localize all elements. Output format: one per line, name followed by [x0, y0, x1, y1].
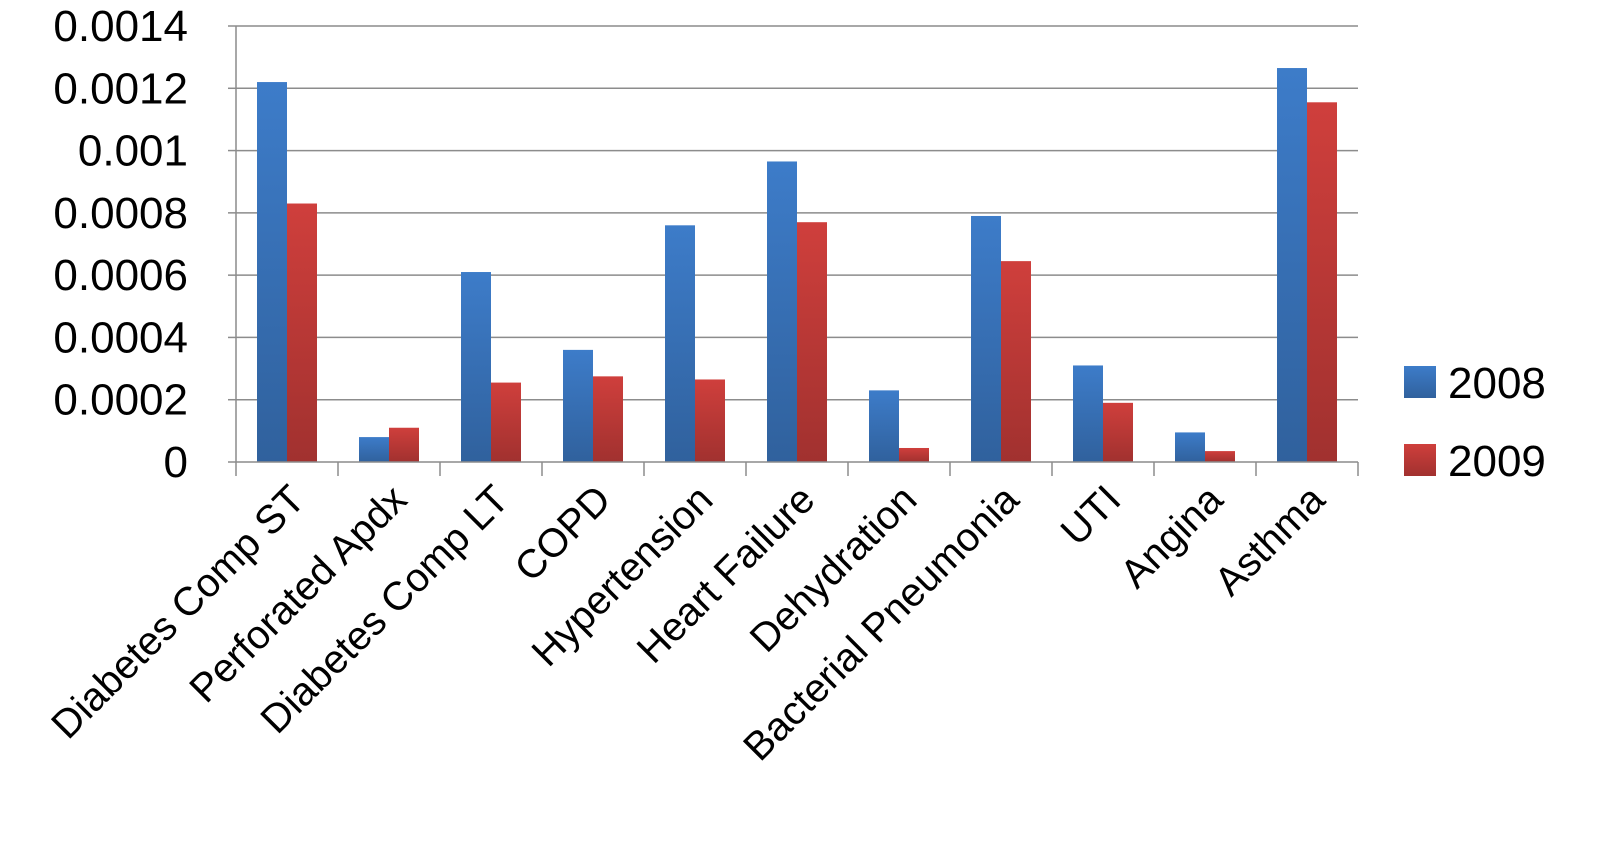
axes [228, 25, 1359, 476]
x-category-label: Hypertension [524, 477, 722, 675]
bar-2009-3 [593, 376, 623, 462]
legend-label: 2008 [1448, 359, 1546, 408]
bar-2008-5 [767, 161, 797, 462]
legend-swatch-2008 [1404, 366, 1436, 398]
bar-2009-1 [389, 427, 419, 462]
bar-2009-8 [1103, 402, 1133, 462]
y-tick-label: 0.0014 [53, 2, 188, 51]
bar-2009-7 [1001, 261, 1031, 462]
bar-2009-0 [287, 203, 317, 462]
y-tick-label: 0.0004 [53, 313, 188, 362]
bar-2008-10 [1277, 68, 1307, 463]
x-category-label: UTI [1053, 477, 1130, 554]
bars [257, 68, 1337, 463]
bar-2008-6 [869, 390, 899, 462]
bar-2008-2 [461, 272, 491, 462]
x-category-label: Asthma [1206, 477, 1334, 605]
y-tick-label: 0.0012 [53, 64, 188, 113]
bar-2009-6 [899, 447, 929, 462]
bar-2009-5 [797, 222, 827, 462]
legend-label: 2009 [1448, 437, 1546, 486]
y-tick-label: 0 [164, 438, 188, 487]
bar-2008-3 [563, 349, 593, 462]
bar-2009-9 [1205, 451, 1235, 462]
bar-2008-1 [359, 437, 389, 462]
bar-2008-8 [1073, 365, 1103, 462]
x-category-label: Heart Failure [629, 477, 824, 672]
y-tick-label: 0.0006 [53, 251, 188, 300]
bar-2008-7 [971, 215, 1001, 462]
bar-2009-10 [1307, 102, 1337, 463]
y-tick-label: 0.0008 [53, 189, 188, 238]
y-tick-label: 0.0002 [53, 376, 188, 425]
legend: 2008 2009 [1404, 359, 1546, 486]
bar-2008-9 [1175, 432, 1205, 462]
bar-2008-4 [665, 225, 695, 462]
y-tick-label: 0.001 [78, 127, 188, 176]
bar-2008-0 [257, 82, 287, 463]
legend-swatch-2009 [1404, 444, 1436, 476]
bar-2009-2 [491, 382, 521, 462]
bar-2009-4 [695, 379, 725, 462]
y-tick-labels: 0 0.0002 0.0004 0.0006 0.0008 0.001 0.0012 0.00… [53, 2, 188, 487]
